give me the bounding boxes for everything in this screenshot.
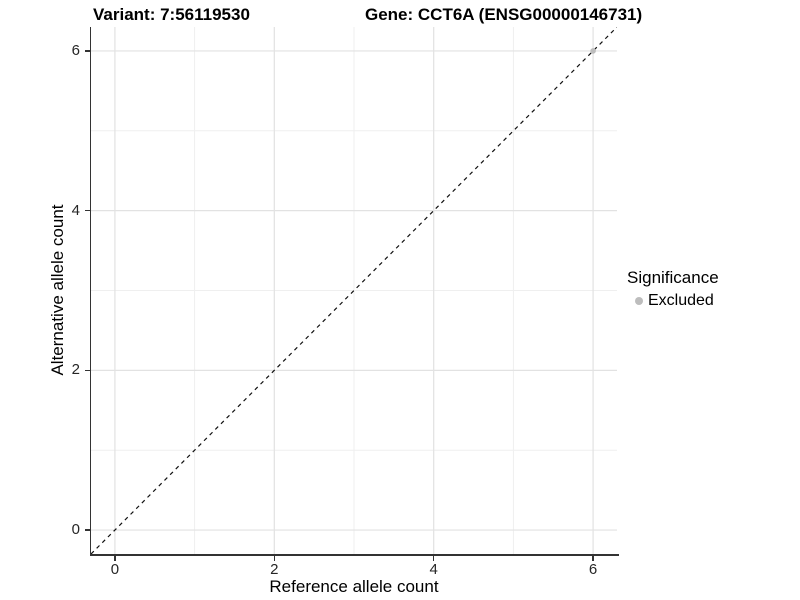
x-tick-mark bbox=[592, 555, 594, 561]
legend-entry-excluded: Excluded bbox=[625, 292, 797, 310]
plot-canvas bbox=[91, 27, 617, 554]
x-tick-mark bbox=[114, 555, 116, 561]
y-tick-label: 0 bbox=[71, 521, 80, 539]
y-tick-mark bbox=[84, 50, 90, 52]
x-tick-label: 2 bbox=[270, 561, 279, 578]
x-axis-title: Reference allele count bbox=[269, 577, 439, 596]
gene-title: Gene: CCT6A (ENSG00000146731) bbox=[365, 5, 643, 24]
y-tick-label: 6 bbox=[71, 41, 80, 59]
x-tick-label: 4 bbox=[429, 561, 438, 578]
plot-panel bbox=[91, 27, 617, 554]
x-axis-line bbox=[89, 554, 619, 556]
x-tick-label: 6 bbox=[588, 561, 598, 578]
y-tick-label: 4 bbox=[71, 201, 80, 219]
y-tick-label: 2 bbox=[71, 361, 80, 379]
data-point-excluded bbox=[590, 48, 596, 54]
y-tick-mark bbox=[84, 529, 90, 531]
y-axis-line bbox=[89, 27, 91, 556]
legend: Significance Excluded bbox=[625, 268, 797, 310]
y-tick-mark bbox=[84, 369, 90, 372]
legend-point-icon bbox=[635, 297, 643, 305]
x-tick-mark bbox=[273, 555, 276, 561]
variant-title: Variant: 7:56119530 bbox=[93, 5, 250, 24]
legend-title: Significance bbox=[627, 268, 719, 287]
x-tick-mark bbox=[432, 555, 435, 561]
legend-entry-label: Excluded bbox=[648, 292, 714, 309]
y-tick-mark bbox=[84, 209, 90, 212]
x-tick-label: 0 bbox=[110, 561, 120, 578]
